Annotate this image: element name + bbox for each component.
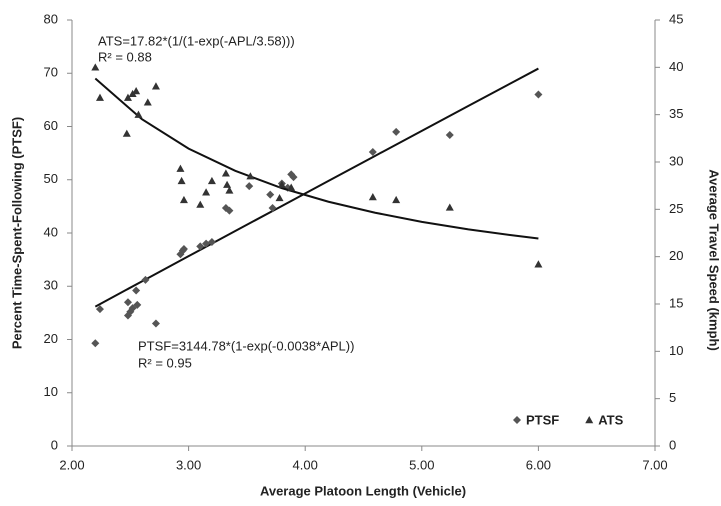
data-point <box>277 180 286 188</box>
data-point <box>176 164 185 172</box>
data-point <box>225 206 234 215</box>
data-point <box>202 239 211 248</box>
data-point <box>132 87 141 95</box>
data-point <box>143 98 152 106</box>
data-point <box>268 203 277 212</box>
y2-tick-label: 10 <box>669 343 683 358</box>
data-point <box>266 190 275 199</box>
y-tick-label: 10 <box>44 384 58 399</box>
data-point <box>132 286 141 295</box>
fit-line <box>94 67 539 308</box>
fit-equation: ATS=17.82*(1/(1-exp(-APL/3.58))) <box>98 33 295 48</box>
data-point <box>134 110 143 118</box>
data-point <box>534 90 543 99</box>
data-point <box>368 193 377 201</box>
data-point <box>91 63 100 71</box>
fit-r2: R² = 0.88 <box>98 49 152 64</box>
y-tick-label: 70 <box>44 65 58 80</box>
data-point <box>123 298 132 307</box>
data-point <box>246 172 255 180</box>
y2-tick-label: 25 <box>669 201 683 216</box>
y2-tick-label: 40 <box>669 59 683 74</box>
data-point <box>207 238 216 247</box>
data-point <box>151 319 160 328</box>
x-tick-label: 6.00 <box>526 457 551 472</box>
legend-label: ATS <box>598 412 623 427</box>
data-point <box>177 176 186 185</box>
y-tick-label: 0 <box>51 437 58 452</box>
y-tick-label: 80 <box>44 11 58 26</box>
data-point <box>289 173 298 182</box>
data-point <box>225 186 234 194</box>
y-tick-label: 60 <box>44 118 58 133</box>
data-point <box>133 300 142 309</box>
legend-marker <box>513 416 521 424</box>
y-axis-title: Percent Time-Spent-Following (PTSF) <box>9 117 24 349</box>
x-tick-label: 7.00 <box>642 457 667 472</box>
fit-line <box>94 77 539 240</box>
data-point <box>392 195 401 204</box>
x-tick-label: 3.00 <box>176 457 201 472</box>
y2-tick-label: 30 <box>669 153 683 168</box>
data-point <box>123 93 132 101</box>
data-point <box>196 242 205 251</box>
fit-r2: R² = 0.95 <box>138 355 192 370</box>
x-tick-label: 5.00 <box>409 457 434 472</box>
data-point <box>287 183 296 191</box>
data-point <box>179 244 188 253</box>
y2-tick-label: 35 <box>669 106 683 121</box>
data-point <box>445 131 454 140</box>
legend-label: PTSF <box>526 412 559 427</box>
data-point <box>91 339 100 348</box>
data-point <box>221 169 230 177</box>
y2-tick-label: 15 <box>669 295 683 310</box>
y-tick-label: 50 <box>44 171 58 186</box>
data-point <box>179 195 188 204</box>
y2-tick-label: 20 <box>669 248 683 263</box>
y2-axis-title: Average Travel Speed (kmph) <box>707 169 721 351</box>
y-tick-label: 20 <box>44 331 58 346</box>
data-point <box>95 93 104 101</box>
data-point <box>445 203 454 211</box>
data-point <box>245 182 254 191</box>
data-point <box>392 127 401 136</box>
legend-marker <box>585 416 594 424</box>
y-tick-label: 40 <box>44 224 58 239</box>
data-point <box>151 82 160 90</box>
data-point <box>202 188 211 196</box>
data-point <box>141 275 150 284</box>
y-tick-label: 30 <box>44 278 58 293</box>
data-point <box>122 129 131 137</box>
x-axis-title: Average Platoon Length (Vehicle) <box>260 483 466 498</box>
data-point <box>223 180 232 188</box>
data-point <box>95 305 104 314</box>
y2-tick-label: 45 <box>669 11 683 26</box>
y2-tick-label: 0 <box>669 437 676 452</box>
data-point <box>368 148 377 157</box>
data-point <box>534 260 543 268</box>
y2-tick-label: 5 <box>669 390 676 405</box>
x-tick-label: 4.00 <box>293 457 318 472</box>
data-point <box>207 176 216 185</box>
data-point <box>196 200 205 208</box>
fit-equation: PTSF=3144.78*(1-exp(-0.0038*APL)) <box>138 338 354 353</box>
data-point <box>275 193 284 202</box>
x-tick-label: 2.00 <box>59 457 84 472</box>
